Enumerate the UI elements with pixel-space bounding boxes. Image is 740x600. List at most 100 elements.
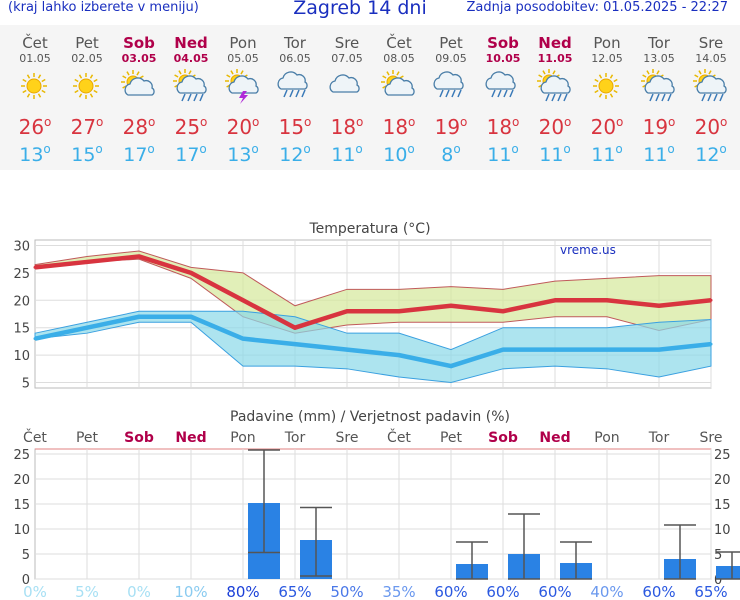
x-tick-label: Sob — [124, 430, 154, 446]
data-point — [33, 337, 37, 341]
probability-label: 60% — [538, 583, 571, 600]
weather-icon-wrap — [581, 66, 633, 108]
chart-title: Temperatura (°C) — [308, 221, 430, 237]
data-point — [345, 348, 349, 352]
high-temp: 19o — [642, 115, 676, 139]
sun-cloud-rain-icon — [641, 69, 675, 102]
thunderstorm-icon — [225, 69, 259, 104]
sun-cloud-rain-icon — [173, 69, 207, 102]
precip-bar — [716, 566, 740, 579]
probability-label: 80% — [226, 583, 259, 600]
day-name: Pet — [439, 34, 463, 52]
data-point — [397, 309, 401, 313]
day-column: Tor 06.05 15o 12o — [269, 25, 321, 166]
data-point — [85, 326, 89, 330]
data-point — [33, 265, 37, 269]
x-tick-label: Ned — [539, 430, 570, 446]
day-column: Ned 11.05 20o 11o — [529, 25, 581, 166]
y-tick-label: 0 — [22, 573, 30, 588]
x-tick-label: Pon — [594, 430, 619, 446]
low-temp: 17o — [175, 142, 207, 166]
weather-icon-wrap — [113, 66, 165, 108]
y-tick-label-right: 0 — [714, 573, 722, 588]
high-temp-line — [34, 254, 712, 330]
y-tick-label: 20 — [13, 473, 30, 488]
data-point — [553, 348, 557, 352]
y-tick-label: 5 — [22, 548, 30, 563]
day-date: 03.05 — [121, 52, 157, 65]
x-tick-label: Ned — [175, 430, 206, 446]
probability-label: 60% — [434, 583, 467, 600]
probability-label: 5% — [75, 583, 99, 600]
day-column: Pet 09.05 19o 8o — [425, 25, 477, 166]
low-temp: 11o — [487, 142, 519, 166]
day-date: 12.05 — [591, 52, 623, 65]
day-column: Pon 12.05 20o 11o — [581, 25, 633, 166]
data-point — [501, 348, 505, 352]
probability-label: 10% — [174, 583, 207, 600]
y-tick-label-right: 20 — [714, 473, 731, 488]
day-name: Pon — [229, 34, 257, 52]
day-name: Tor — [284, 34, 306, 52]
data-point — [189, 315, 193, 319]
temperature-chart: Temperatura (°C) 5 10 15 20 25 30 vreme.us — [13, 221, 713, 392]
data-point — [293, 342, 297, 346]
y-tick-label: 15 — [13, 322, 30, 337]
data-point — [553, 298, 557, 302]
data-point — [189, 271, 193, 275]
y-tick-label: 30 — [13, 239, 30, 254]
x-tick-label: Tor — [284, 430, 306, 446]
y-tick-label: 25 — [13, 267, 30, 282]
low-temp: 11o — [643, 142, 675, 166]
x-tick-label: Pon — [230, 430, 255, 446]
data-point — [85, 260, 89, 264]
probability-label: 0% — [23, 583, 47, 600]
day-column: Pon 05.05 20o 13o — [217, 25, 269, 166]
partly-cloudy-icon — [121, 70, 155, 96]
day-column: Sob 10.05 18o 11o — [477, 25, 529, 166]
y-tick-label: 5 — [22, 377, 30, 392]
x-tick-label: Pet — [440, 430, 463, 446]
day-column: Čet 01.05 26o 13o — [9, 25, 61, 166]
x-tick-label: Pet — [76, 430, 99, 446]
weather-icon-wrap — [165, 66, 217, 108]
low-temp: 12o — [695, 142, 727, 166]
day-date: 06.05 — [279, 52, 311, 65]
y-tick-label-right: 10 — [714, 523, 731, 538]
data-point — [241, 298, 245, 302]
day-date: 01.05 — [19, 52, 51, 65]
high-temp: 20o — [226, 115, 260, 139]
low-temp: 10o — [383, 142, 415, 166]
cloud-icon — [329, 74, 360, 93]
day-date: 04.05 — [173, 52, 209, 65]
low-temp: 15o — [71, 142, 103, 166]
low-temp: 13o — [19, 142, 51, 166]
y-tick-label: 15 — [13, 498, 30, 513]
day-date: 08.05 — [383, 52, 415, 65]
high-temp: 18o — [330, 115, 364, 139]
weather-icon-wrap — [61, 66, 113, 108]
day-name: Ned — [174, 34, 208, 52]
data-point — [605, 298, 609, 302]
day-column: Sre 07.05 18o 11o — [321, 25, 373, 166]
y-tick-label: 25 — [13, 448, 30, 463]
high-temp: 26o — [18, 115, 52, 139]
weather-icon-wrap — [321, 66, 373, 108]
probability-label: 65% — [694, 583, 727, 600]
weather-icon-wrap — [269, 66, 321, 108]
day-date: 14.05 — [695, 52, 727, 65]
sun-icon — [73, 73, 99, 99]
low-temp: 11o — [331, 142, 363, 166]
high-temp: 18o — [486, 115, 520, 139]
y-tick-label-right: 25 — [714, 448, 731, 463]
low-temp-range-band — [34, 310, 712, 384]
data-point — [397, 353, 401, 357]
low-temp: 13o — [227, 142, 259, 166]
cloud-rain-icon — [485, 71, 516, 98]
data-point — [293, 326, 297, 330]
high-temp: 19o — [434, 115, 468, 139]
probability-label: 35% — [382, 583, 415, 600]
weather-icon-wrap — [425, 66, 477, 108]
low-temp: 17o — [123, 142, 155, 166]
day-date: 07.05 — [331, 52, 363, 65]
